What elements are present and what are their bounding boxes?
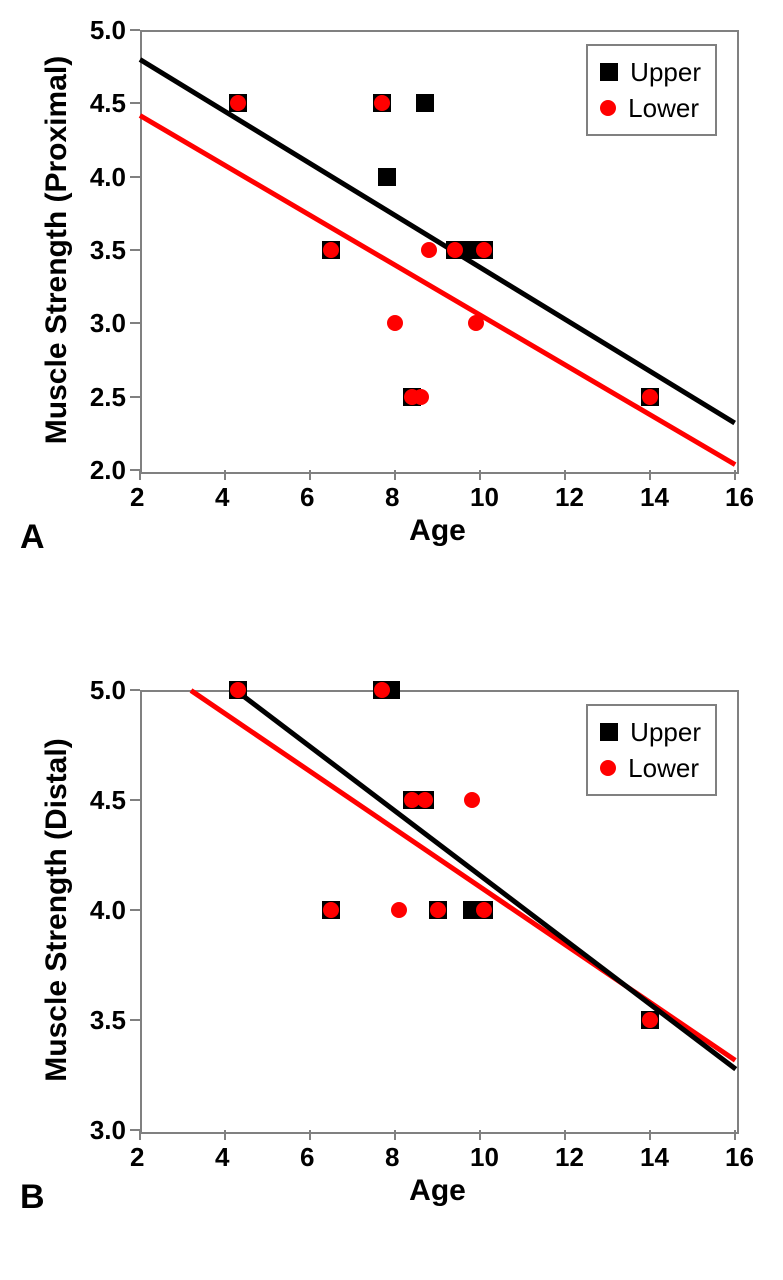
- lower-data-point: [476, 902, 492, 918]
- x-tick-label: 10: [470, 1142, 499, 1173]
- square-marker-icon: [600, 723, 618, 741]
- legend-label: Upper: [630, 717, 701, 748]
- legend-item: Lower: [600, 90, 701, 126]
- lower-data-point: [230, 682, 246, 698]
- x-tick-label: 14: [640, 482, 669, 513]
- x-tick-label: 16: [725, 482, 754, 513]
- lower-data-point: [421, 242, 437, 258]
- y-axis-label: Muscle Strength (Proximal): [40, 30, 74, 470]
- legend-label: Lower: [628, 753, 699, 784]
- y-tick-label: 3.5: [90, 1005, 126, 1036]
- lower-data-point: [391, 902, 407, 918]
- circle-marker-icon: [600, 760, 616, 776]
- lower-data-point: [476, 242, 492, 258]
- y-tick: [130, 799, 140, 801]
- x-tick-label: 4: [215, 1142, 229, 1173]
- x-tick: [224, 1130, 226, 1140]
- lower-data-point: [323, 242, 339, 258]
- x-tick: [309, 1130, 311, 1140]
- y-tick-label: 3.0: [90, 1115, 126, 1146]
- x-tick: [139, 470, 141, 480]
- y-tick: [130, 689, 140, 691]
- lower-data-point: [430, 902, 446, 918]
- lower-data-point: [374, 95, 390, 111]
- upper-data-point: [378, 168, 396, 186]
- lower-data-point: [230, 95, 246, 111]
- square-marker-icon: [600, 63, 618, 81]
- y-tick: [130, 249, 140, 251]
- y-tick: [130, 1019, 140, 1021]
- lower-data-point: [387, 315, 403, 331]
- x-axis-label: Age: [140, 514, 735, 548]
- x-tick: [479, 470, 481, 480]
- x-tick: [394, 470, 396, 480]
- x-tick-label: 4: [215, 482, 229, 513]
- lower-data-point: [413, 389, 429, 405]
- y-tick: [130, 322, 140, 324]
- y-tick-label: 4.0: [90, 162, 126, 193]
- x-tick: [224, 470, 226, 480]
- x-tick: [649, 1130, 651, 1140]
- x-tick-label: 10: [470, 482, 499, 513]
- x-tick: [479, 1130, 481, 1140]
- x-tick-label: 16: [725, 1142, 754, 1173]
- y-tick: [130, 469, 140, 471]
- x-tick: [309, 470, 311, 480]
- figure-page: 2 4 6 8 10 12 14 16 2.0 2.5 3.0 3.5 4.0 4.5 5.0 Age Musc…: [0, 0, 783, 1280]
- x-tick: [564, 470, 566, 480]
- y-tick: [130, 29, 140, 31]
- legend-item: Lower: [600, 750, 701, 786]
- legend-label: Lower: [628, 93, 699, 124]
- circle-marker-icon: [600, 100, 616, 116]
- y-tick-label: 5.0: [90, 675, 126, 706]
- x-tick-label: 8: [385, 1142, 399, 1173]
- y-tick-label: 4.5: [90, 785, 126, 816]
- legend-item: Upper: [600, 54, 701, 90]
- y-tick-label: 2.5: [90, 382, 126, 413]
- panel-letter: B: [20, 1178, 45, 1217]
- y-tick: [130, 396, 140, 398]
- lower-data-point: [468, 315, 484, 331]
- x-tick-label: 12: [555, 482, 584, 513]
- lower-data-point: [447, 242, 463, 258]
- x-tick-label: 8: [385, 482, 399, 513]
- legend-item: Upper: [600, 714, 701, 750]
- y-tick: [130, 1129, 140, 1131]
- legend: Upper Lower: [586, 44, 717, 136]
- x-tick: [564, 1130, 566, 1140]
- lower-data-point: [642, 389, 658, 405]
- x-tick-label: 14: [640, 1142, 669, 1173]
- y-axis-label: Muscle Strength (Distal): [40, 690, 74, 1130]
- lower-data-point: [464, 792, 480, 808]
- panel-letter: A: [20, 518, 45, 557]
- lower-data-point: [374, 682, 390, 698]
- x-tick: [139, 1130, 141, 1140]
- lower-data-point: [642, 1012, 658, 1028]
- x-tick-label: 2: [130, 482, 144, 513]
- x-tick: [649, 470, 651, 480]
- y-tick: [130, 909, 140, 911]
- x-axis-label: Age: [140, 1174, 735, 1208]
- x-tick-label: 12: [555, 1142, 584, 1173]
- x-tick-label: 6: [300, 1142, 314, 1173]
- lower-data-point: [417, 792, 433, 808]
- y-tick-label: 4.0: [90, 895, 126, 926]
- y-tick-label: 3.0: [90, 308, 126, 339]
- y-tick-label: 5.0: [90, 15, 126, 46]
- legend: Upper Lower: [586, 704, 717, 796]
- y-tick-label: 3.5: [90, 235, 126, 266]
- y-tick-label: 4.5: [90, 88, 126, 119]
- x-tick: [394, 1130, 396, 1140]
- upper-data-point: [416, 94, 434, 112]
- x-tick: [734, 1130, 736, 1140]
- y-tick: [130, 176, 140, 178]
- y-tick-label: 2.0: [90, 455, 126, 486]
- x-tick: [734, 470, 736, 480]
- x-tick-label: 2: [130, 1142, 144, 1173]
- x-tick-label: 6: [300, 482, 314, 513]
- y-tick: [130, 102, 140, 104]
- legend-label: Upper: [630, 57, 701, 88]
- lower-data-point: [323, 902, 339, 918]
